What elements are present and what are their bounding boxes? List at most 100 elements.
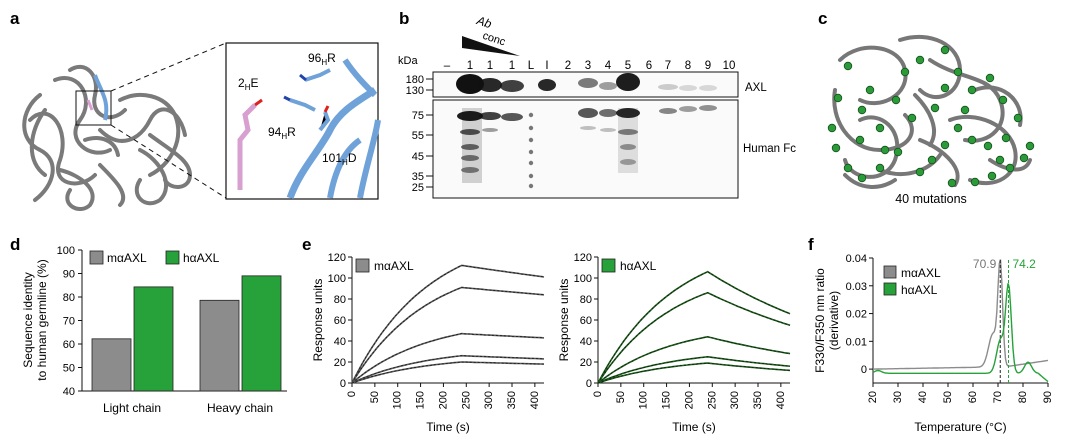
x-tick-label: 200 — [683, 391, 695, 409]
sensorgram-fit-line — [597, 270, 791, 384]
mutation-sphere — [1005, 163, 1015, 173]
mutation-sphere — [855, 135, 865, 145]
y-tick-label: 80 — [334, 294, 346, 306]
ladder-band — [528, 125, 534, 131]
y-tick-label: 0 — [586, 378, 592, 390]
sensorgram-data-line — [351, 264, 545, 384]
panel-label-e: e — [302, 235, 311, 254]
blot-band — [580, 126, 596, 130]
mutation-sphere — [833, 93, 843, 103]
derivative-curve — [873, 259, 1049, 370]
x-tick-label: 300 — [729, 391, 741, 409]
x-tick-label: 100 — [638, 391, 650, 409]
y-tick-label: 100 — [328, 273, 346, 285]
mutation-sphere — [843, 61, 853, 71]
legend-swatch — [601, 258, 616, 273]
kda-tick-label: 35 — [412, 171, 424, 183]
mutation-sphere — [953, 67, 963, 77]
sensorgram-fit-line — [351, 264, 545, 384]
chart-e-right-line: 0 20 40 60 80 100 120 0 50 100 150 200 250 300 350 400 T… — [557, 252, 791, 434]
tm-label: 74.2 — [1013, 257, 1037, 271]
mutation-spheres — [827, 45, 1035, 188]
lane-label: L — [528, 60, 535, 72]
sensorgram-fit-line — [597, 362, 791, 384]
x-tick-label: 40 — [917, 391, 929, 403]
panel-b: b kDa Ab conc –1 1 1 L I 2 3 4 5 6 7 8 9 10 180130755… — [398, 9, 796, 199]
y-tick-label: 70 — [63, 316, 75, 328]
mutation-sphere — [831, 143, 841, 153]
blot-band — [620, 144, 636, 150]
x-tick-label: 0 — [592, 391, 604, 397]
y-tick-label: 50 — [63, 363, 75, 375]
y-tick-label: 0 — [340, 378, 346, 390]
lane-label: 1 — [509, 60, 515, 72]
x-tick-label: 150 — [415, 391, 427, 409]
bar — [133, 286, 174, 392]
y-tick-label: 60 — [334, 315, 346, 327]
mutation-sphere — [953, 123, 963, 133]
x-tick-label: 200 — [437, 391, 449, 409]
blot-band — [461, 144, 479, 150]
mutation-sphere — [857, 173, 867, 183]
mutation-sphere — [857, 105, 867, 115]
blot-band — [479, 112, 501, 120]
kda-tick-label: 130 — [406, 85, 424, 97]
bar — [241, 275, 282, 392]
residue-label-101-D: 101HD — [322, 151, 357, 167]
blot-band — [460, 129, 480, 135]
mutation-sphere — [940, 83, 950, 93]
lane-label: 8 — [685, 60, 691, 72]
panel-c: c 40 mutations — [818, 9, 1035, 206]
tm-label: 70.9 — [973, 257, 997, 271]
lane-label: 1 — [487, 60, 493, 72]
blot-band — [578, 78, 598, 88]
y-tick-label: 60 — [580, 315, 592, 327]
x-tick-label: 250 — [460, 391, 472, 409]
antibody-structure-ribbon — [22, 64, 193, 211]
legend-label: mαAXL — [901, 266, 941, 280]
y-tick-label: 120 — [574, 252, 592, 264]
bar — [91, 338, 132, 392]
panel-label-d: d — [10, 235, 20, 254]
blot-band — [500, 80, 524, 92]
legend-label: hαAXL — [183, 251, 220, 265]
y-tick-label: 80 — [63, 292, 75, 304]
legend-label: mαAXL — [107, 251, 147, 265]
chart-d-bar: 40 50 60 70 80 90 100 Light chain Heavy chain Seq… — [21, 245, 287, 415]
mutation-sphere — [940, 140, 950, 150]
x-tick-label: 250 — [706, 391, 718, 409]
lane-label: – — [444, 60, 451, 72]
panel-label-c: c — [818, 9, 827, 28]
blot-band — [461, 155, 479, 161]
sensorgram-data-line — [597, 356, 791, 384]
sensorgram-fit-line — [597, 335, 791, 384]
panel-label-f: f — [808, 235, 814, 254]
blot-band — [538, 79, 556, 91]
kda-tick-label: 180 — [406, 74, 424, 86]
ladder-band — [528, 137, 534, 143]
x-tick-label: 50 — [369, 391, 381, 403]
mutation-sphere — [983, 141, 993, 151]
mutation-sphere — [880, 145, 890, 155]
blot-band — [482, 128, 498, 132]
mutation-sphere — [875, 123, 885, 133]
mutation-sphere — [865, 85, 875, 95]
y-tick-label: 0.03 — [846, 281, 867, 293]
mutation-sphere — [843, 163, 853, 173]
sensorgram-data-line — [351, 355, 545, 384]
mutation-sphere — [1019, 153, 1029, 163]
lane-label: 10 — [723, 60, 736, 72]
y-tick-label: 40 — [63, 386, 75, 398]
lane-labels: – 1 1 1 L I 2 3 4 5 6 7 8 9 10 — [444, 60, 736, 72]
kda-tick-label: 45 — [412, 151, 424, 163]
x-tick-label: 60 — [967, 391, 979, 403]
lane-label: 7 — [665, 60, 671, 72]
blot-band — [679, 85, 697, 91]
legend-swatch — [89, 250, 104, 265]
kda-label: kDa — [398, 55, 418, 67]
chart-e-left-line: 0 20 40 60 80 100 120 0 50 100 150 200 250 300 350 400 T… — [311, 252, 545, 434]
lane-smear — [462, 108, 482, 183]
kda-tick-label: 25 — [412, 182, 424, 194]
panel-f: f 0 0.01 0.02 0.03 0.04 20 30 40 50 60 70 80 90 Tempe… — [808, 235, 1054, 434]
residue-label-2-E: 2HE — [238, 76, 258, 92]
